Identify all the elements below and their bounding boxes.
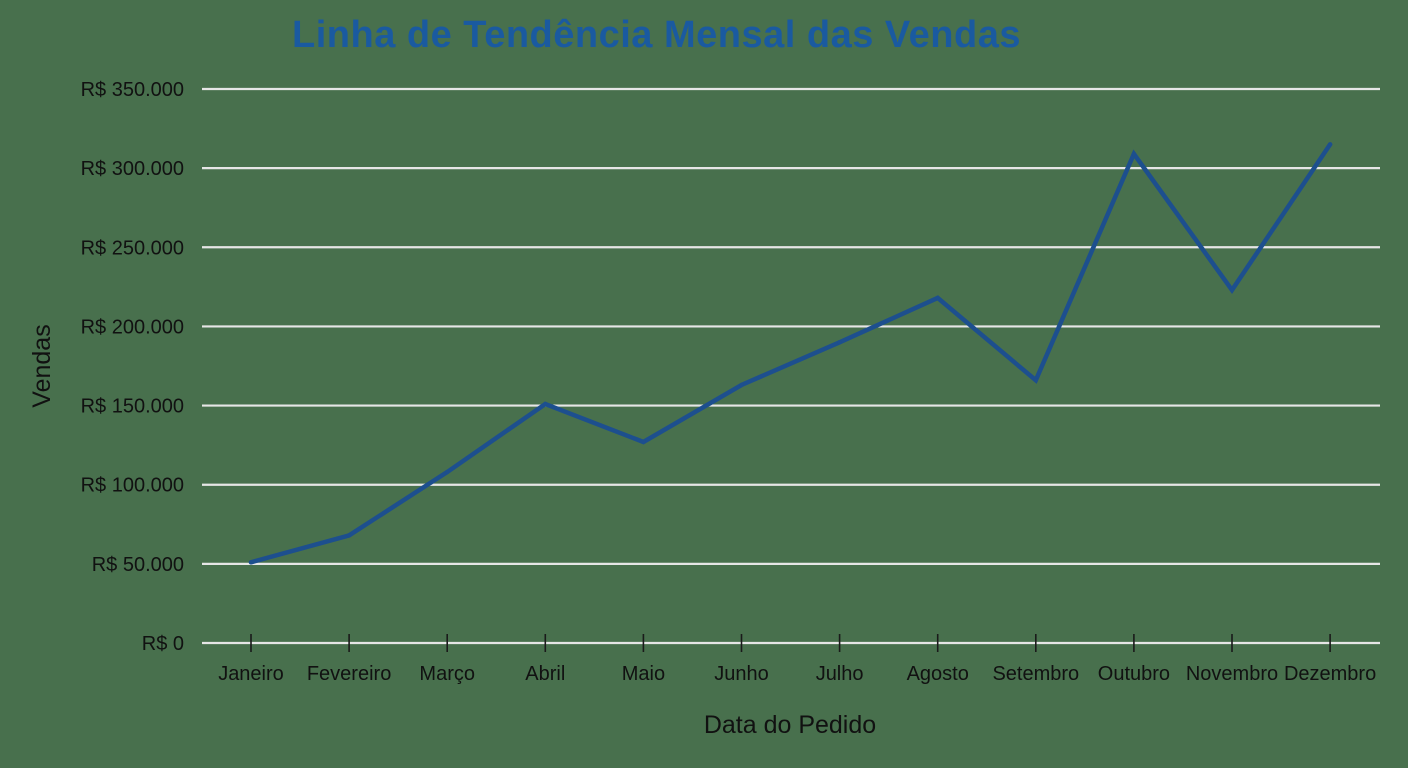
x-tick-label: Outubro	[1098, 663, 1170, 685]
data-point	[1327, 142, 1333, 147]
y-tick-label: R$ 250.000	[81, 237, 184, 259]
y-axis-tick-labels: R$ 0 R$ 50.000 R$ 100.000 R$ 150.000 R$ 200.…	[81, 79, 184, 655]
chart-title: Linha de Tendência Mensal das Vendas	[292, 14, 1021, 56]
y-axis-title: Vendas	[28, 324, 56, 407]
x-tick-label: Agosto	[907, 663, 969, 685]
y-tick-label: R$ 200.000	[81, 316, 184, 338]
x-tick-label: Janeiro	[218, 663, 284, 685]
x-tick-label: Dezembro	[1284, 663, 1376, 685]
data-point	[248, 560, 254, 565]
y-tick-label: R$ 350.000	[81, 79, 184, 101]
y-tick-label: R$ 50.000	[92, 554, 184, 576]
x-axis	[202, 634, 1380, 652]
x-axis-title: Data do Pedido	[704, 711, 876, 739]
x-tick-label: Novembro	[1186, 663, 1278, 685]
data-point	[935, 295, 940, 301]
data-point	[1229, 287, 1235, 293]
y-tick-label: R$ 150.000	[81, 396, 184, 418]
x-tick-label: Março	[419, 663, 475, 685]
x-tick-label: Julho	[816, 663, 864, 685]
x-tick-label: Maio	[622, 663, 665, 685]
x-tick-label: Junho	[714, 663, 769, 685]
y-tick-label: R$ 300.000	[81, 158, 184, 180]
x-tick-label: Abril	[525, 663, 565, 685]
data-point	[445, 469, 450, 475]
x-axis-tick-labels: Janeiro Fevereiro Março Abril Maio Junho Julho…	[218, 663, 1376, 685]
series-line	[248, 142, 1333, 565]
y-tick-label: R$ 100.000	[81, 475, 184, 497]
data-point	[543, 401, 548, 407]
data-point	[1033, 378, 1039, 383]
gridlines	[202, 87, 1380, 565]
data-point	[346, 533, 352, 538]
data-point	[837, 340, 842, 345]
data-point	[641, 439, 646, 445]
x-tick-label: Setembro	[992, 663, 1079, 685]
data-point	[1131, 151, 1137, 157]
y-tick-label: R$ 0	[142, 633, 184, 655]
x-tick-label: Fevereiro	[307, 663, 391, 685]
series-layer	[248, 142, 1333, 565]
data-point	[739, 382, 744, 388]
